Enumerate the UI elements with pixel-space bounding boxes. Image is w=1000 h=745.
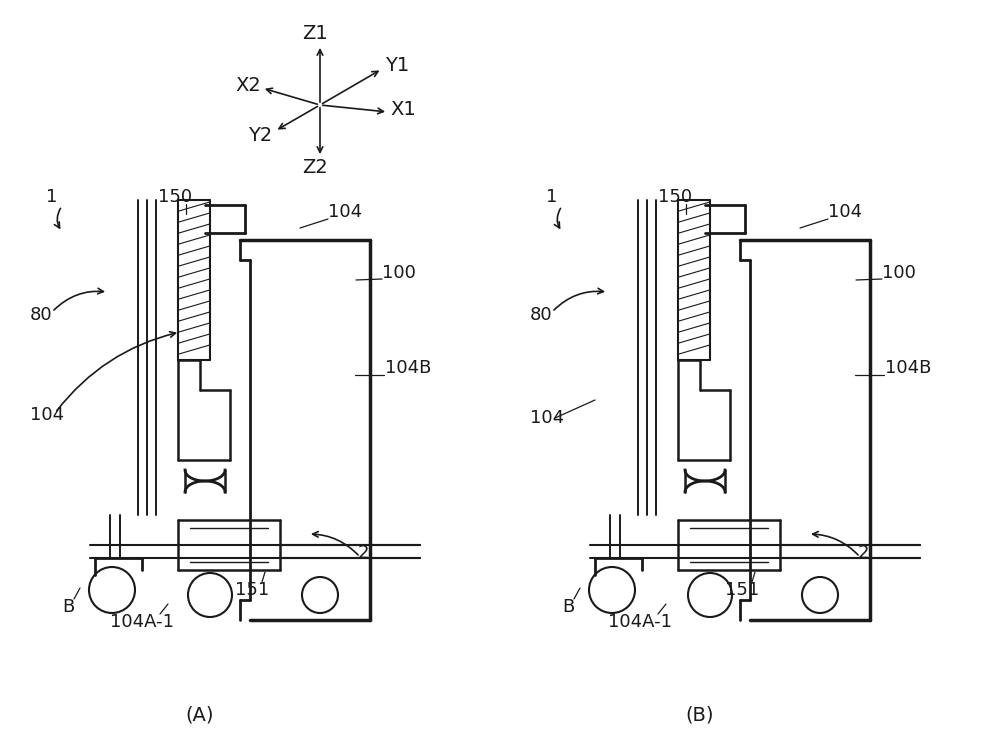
Text: 2: 2 [858,544,870,562]
Text: 104A-1: 104A-1 [608,613,672,631]
Text: B: B [562,598,574,616]
Text: Y2: Y2 [248,125,272,145]
Text: 104: 104 [30,406,64,424]
Text: B: B [62,598,74,616]
Text: (A): (A) [186,706,214,724]
Text: 104: 104 [828,203,862,221]
Text: 104B: 104B [385,359,431,377]
Text: 151: 151 [725,581,759,599]
Text: 104A-1: 104A-1 [110,613,174,631]
Text: 100: 100 [382,264,416,282]
Text: X1: X1 [390,100,416,118]
Text: (B): (B) [686,706,714,724]
Text: 1: 1 [46,188,58,206]
Text: 80: 80 [30,306,53,324]
Text: Z1: Z1 [302,24,328,42]
Text: 150: 150 [158,188,192,206]
Text: 1: 1 [546,188,558,206]
Text: 100: 100 [882,264,916,282]
Text: 150: 150 [658,188,692,206]
Text: 80: 80 [530,306,553,324]
Text: 104: 104 [530,409,564,427]
Text: Y1: Y1 [385,55,409,74]
Text: Z2: Z2 [302,157,328,177]
Text: 151: 151 [235,581,269,599]
Text: X2: X2 [235,75,261,95]
Text: 2: 2 [358,544,370,562]
Text: 104: 104 [328,203,362,221]
Text: 104B: 104B [885,359,931,377]
